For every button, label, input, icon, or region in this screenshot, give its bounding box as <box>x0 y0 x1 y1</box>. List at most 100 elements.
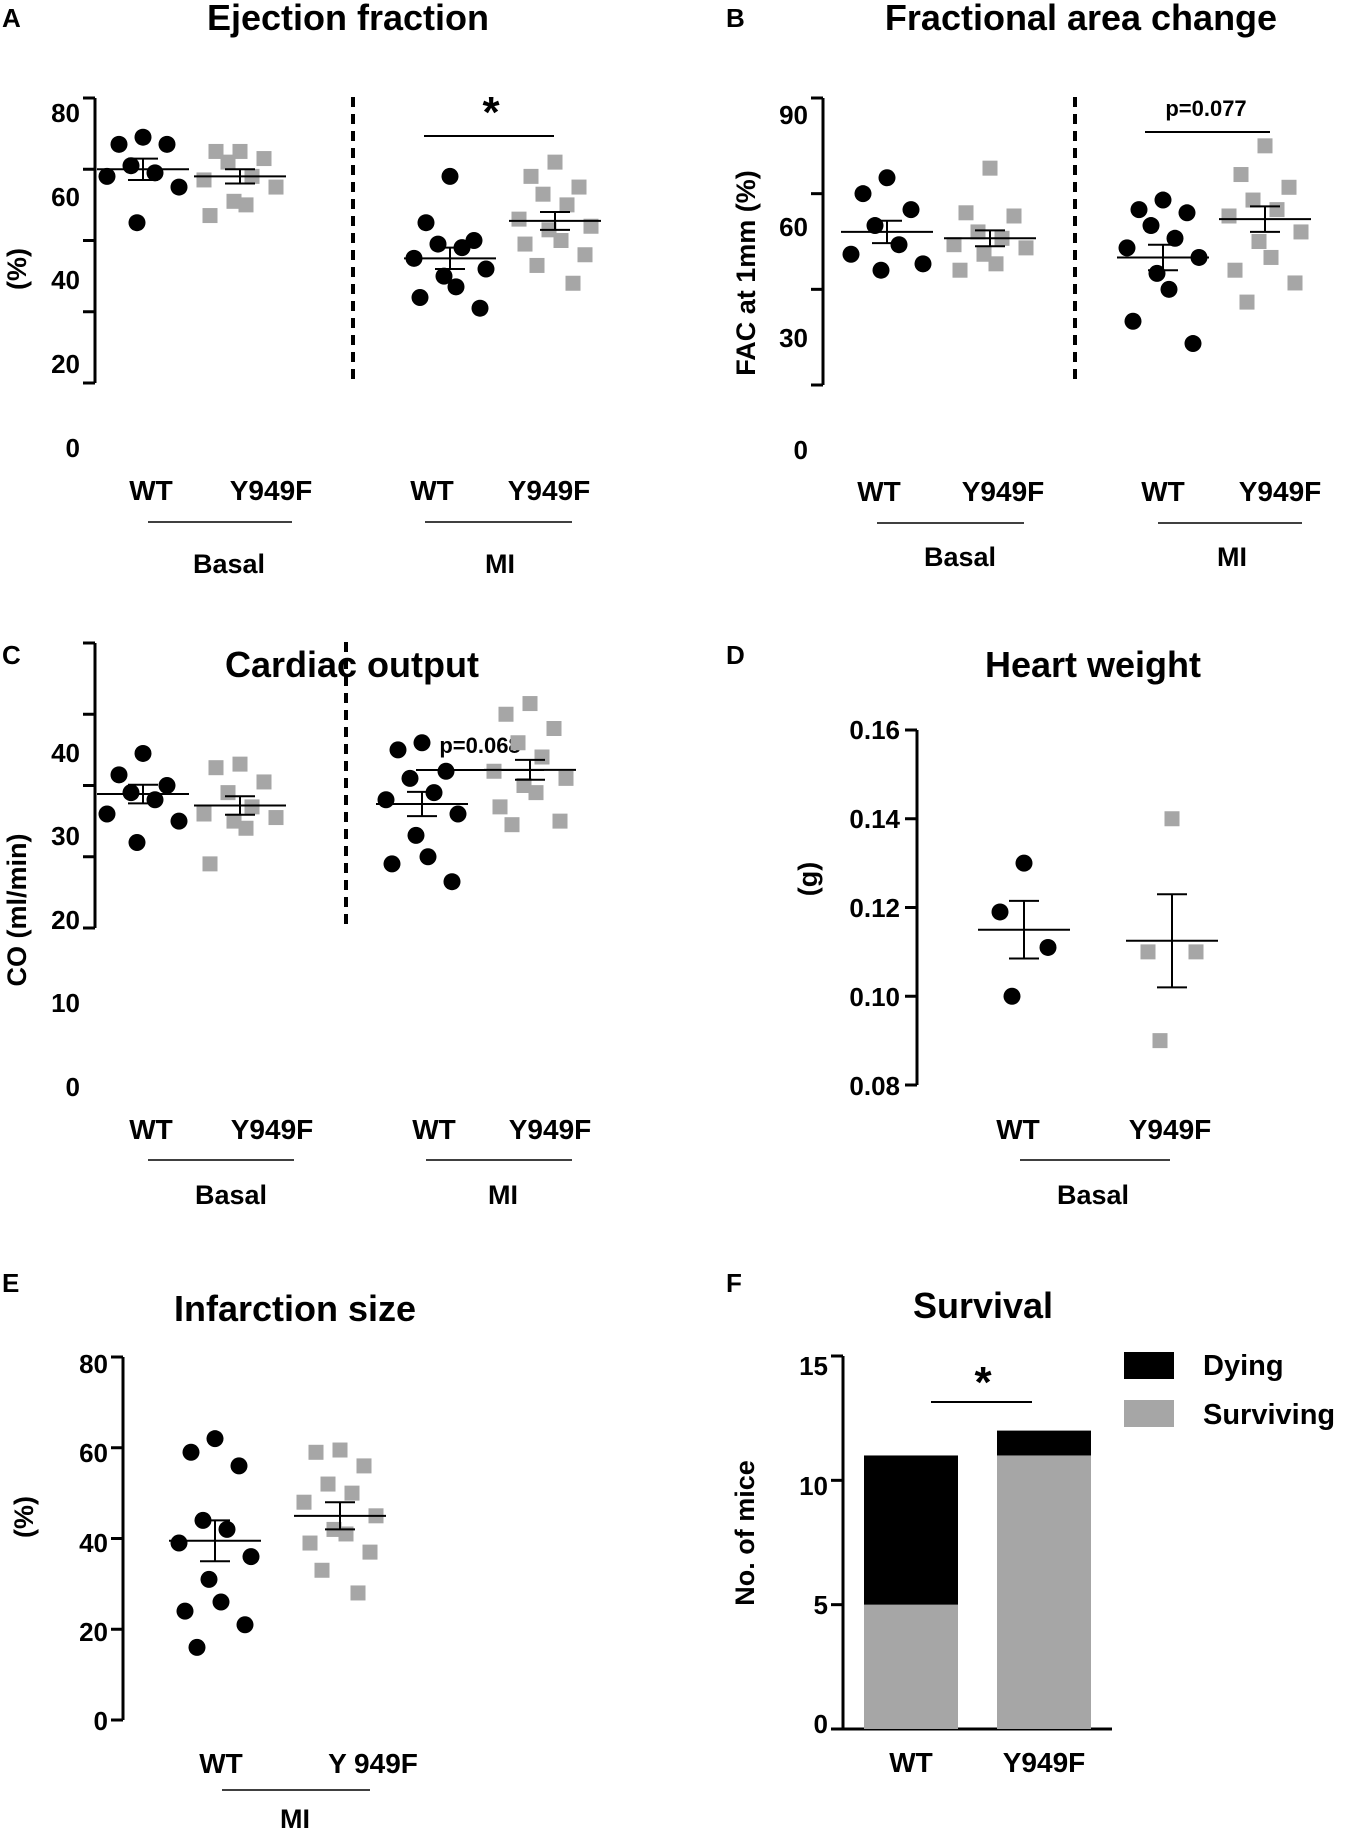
bar-dying <box>864 1455 958 1605</box>
data-point <box>122 157 140 175</box>
data-point <box>128 214 146 232</box>
x-tick-label: Y949F <box>509 1114 592 1145</box>
data-point <box>232 756 248 772</box>
y-tick-label: 60 <box>79 1438 108 1468</box>
data-point <box>872 261 890 279</box>
data-point <box>1039 938 1057 956</box>
y-tick-label: 0 <box>94 1706 108 1736</box>
y-tick-label: 80 <box>51 98 80 128</box>
legend-swatch-surviving <box>1124 1400 1174 1427</box>
data-point <box>552 813 568 829</box>
data-point <box>558 770 574 786</box>
data-point <box>547 154 563 170</box>
y-tick-label: 0 <box>66 433 80 463</box>
x-tick-label: WT <box>412 1114 456 1145</box>
data-point <box>226 813 242 829</box>
x-tick-label: Y949F <box>1003 1747 1086 1778</box>
data-point <box>523 168 539 184</box>
data-point <box>443 873 461 891</box>
data-point <box>230 1457 248 1475</box>
data-point <box>1221 208 1237 224</box>
significance-label: * <box>974 1358 992 1407</box>
data-point <box>1257 138 1273 154</box>
data-point <box>182 1443 200 1461</box>
data-point <box>170 178 188 196</box>
y-axis-label: (g) <box>793 862 823 896</box>
data-point <box>308 1444 324 1460</box>
significance-label: p=0.068 <box>439 733 520 758</box>
data-point <box>200 1570 218 1588</box>
data-point <box>320 1476 336 1492</box>
x-tick-label: Y949F <box>962 476 1045 507</box>
data-point <box>98 167 116 185</box>
y-tick-label: 60 <box>51 182 80 212</box>
data-point <box>1152 1033 1168 1049</box>
data-point <box>218 1520 236 1538</box>
data-point <box>110 766 128 784</box>
data-point <box>1015 854 1033 872</box>
data-point <box>208 143 224 159</box>
data-point <box>1160 280 1178 298</box>
y-tick-label: 0.14 <box>849 804 900 834</box>
y-axis-label: FAC at 1mm (%) <box>731 170 761 376</box>
y-tick-label: 60 <box>779 212 808 242</box>
x-tick-label: WT <box>199 1748 243 1779</box>
y-tick-label: 0.12 <box>849 893 900 923</box>
data-point <box>946 237 962 253</box>
data-point <box>1166 229 1184 247</box>
x-tick-label: WT <box>996 1114 1040 1145</box>
data-point <box>377 791 395 809</box>
y-tick-label: 0 <box>814 1709 828 1739</box>
y-tick-label: 15 <box>799 1351 828 1381</box>
data-point <box>1118 239 1136 257</box>
data-point <box>429 235 447 253</box>
data-point <box>1233 167 1249 183</box>
data-point <box>419 848 437 866</box>
y-axis-label: (%) <box>9 1496 39 1538</box>
data-point <box>1293 224 1309 240</box>
data-point <box>389 741 407 759</box>
data-point <box>477 260 495 278</box>
y-axis-label: (%) <box>2 248 32 290</box>
group-label: MI <box>1217 542 1247 572</box>
data-point <box>1227 262 1243 278</box>
x-tick-label: WT <box>410 475 454 506</box>
data-point <box>571 179 587 195</box>
data-point <box>296 1494 312 1510</box>
data-point <box>220 154 236 170</box>
y-tick-label: 90 <box>779 100 808 130</box>
data-point <box>902 201 920 219</box>
data-point <box>1287 275 1303 291</box>
x-tick-label: WT <box>889 1747 933 1778</box>
data-point <box>1239 294 1255 310</box>
chart-title: Ejection fraction <box>207 0 489 38</box>
panel-letter: D <box>726 640 745 670</box>
data-point <box>441 167 459 185</box>
data-point <box>534 749 550 765</box>
y-tick-label: 20 <box>51 349 80 379</box>
data-point <box>1188 944 1204 960</box>
data-point <box>238 820 254 836</box>
y-tick-label: 10 <box>51 988 80 1018</box>
data-point <box>344 1485 360 1501</box>
data-point <box>958 205 974 221</box>
data-point <box>583 218 599 234</box>
significance-label: * <box>482 88 500 137</box>
data-point <box>158 777 176 794</box>
bar-surviving <box>864 1604 958 1729</box>
data-point <box>1124 312 1142 330</box>
data-point <box>522 696 538 712</box>
data-point <box>407 826 425 844</box>
panel-letter: F <box>726 1268 742 1298</box>
data-point <box>232 143 248 159</box>
data-point <box>1142 217 1160 235</box>
x-tick-label: Y949F <box>508 475 591 506</box>
y-axis-label: CO (ml/min) <box>2 834 32 987</box>
data-point <box>208 760 224 776</box>
data-point <box>302 1535 318 1551</box>
x-tick-label: WT <box>129 475 173 506</box>
data-point <box>1251 234 1267 249</box>
y-tick-label: 20 <box>51 905 80 935</box>
data-point <box>1130 201 1148 219</box>
data-point <box>134 744 152 762</box>
